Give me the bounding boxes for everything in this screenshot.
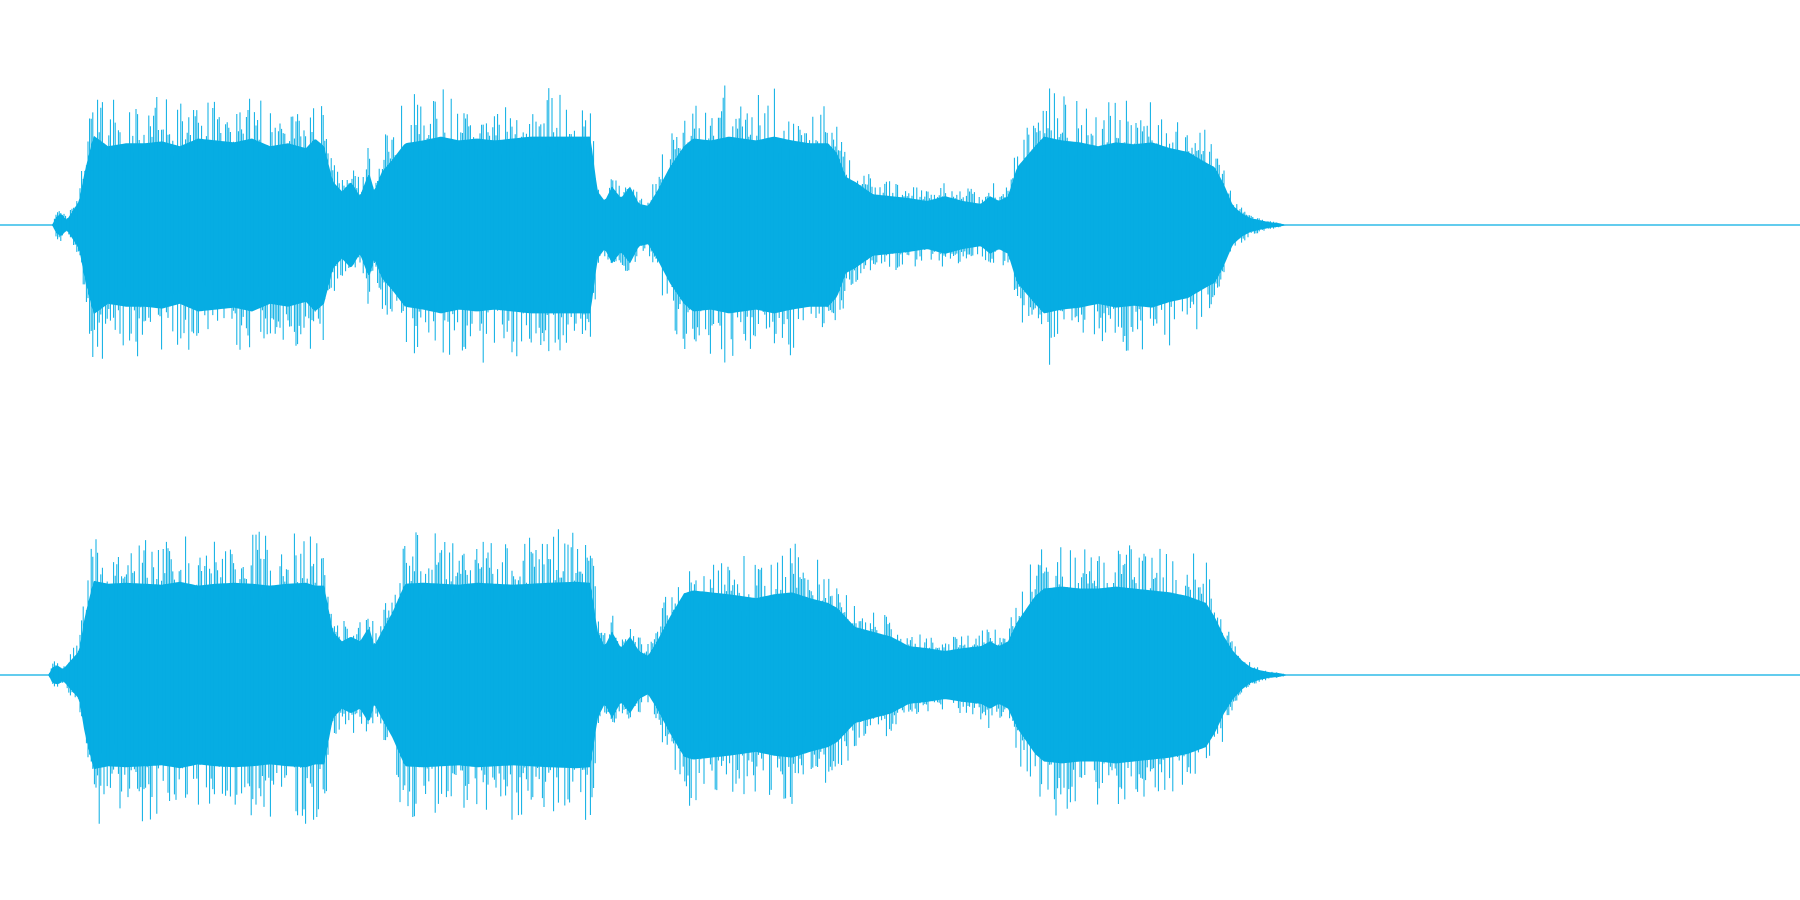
waveform-peaks [52,85,1287,365]
channel-left-waveform [0,85,1800,365]
waveform-peaks [49,529,1289,824]
channel-right-waveform [0,529,1800,824]
